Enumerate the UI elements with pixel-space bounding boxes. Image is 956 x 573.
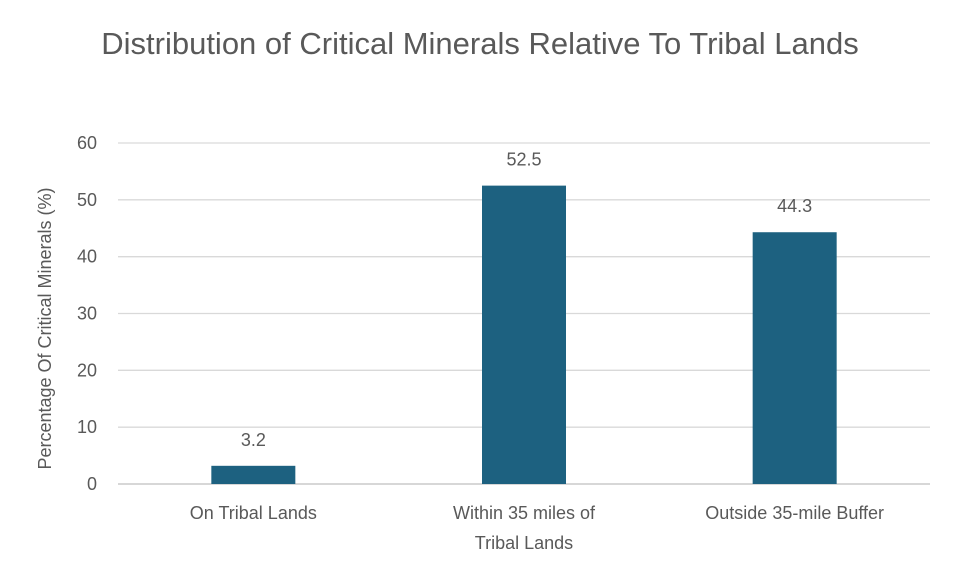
bar: [752, 232, 837, 484]
x-tick-label: Outside 35-mile Buffer: [705, 503, 884, 523]
data-label: 44.3: [777, 196, 812, 216]
bar: [482, 185, 566, 484]
x-tick-label: Within 35 miles of: [453, 503, 596, 523]
chart-title: Distribution of Critical Minerals Relati…: [101, 26, 859, 61]
y-tick-label: 40: [77, 247, 97, 267]
data-label: 3.2: [241, 430, 266, 450]
y-axis-label: Percentage Of Critical Minerals (%): [35, 187, 55, 469]
y-tick-label: 60: [77, 133, 97, 153]
x-tick-label: Tribal Lands: [475, 533, 573, 553]
y-tick-label: 0: [87, 474, 97, 494]
data-label: 52.5: [506, 150, 541, 170]
bar: [211, 465, 296, 484]
x-tick-label: On Tribal Lands: [190, 503, 317, 523]
y-tick-label: 20: [77, 360, 97, 380]
y-tick-label: 50: [77, 190, 97, 210]
y-tick-label: 10: [77, 417, 97, 437]
y-tick-label: 30: [77, 304, 97, 324]
